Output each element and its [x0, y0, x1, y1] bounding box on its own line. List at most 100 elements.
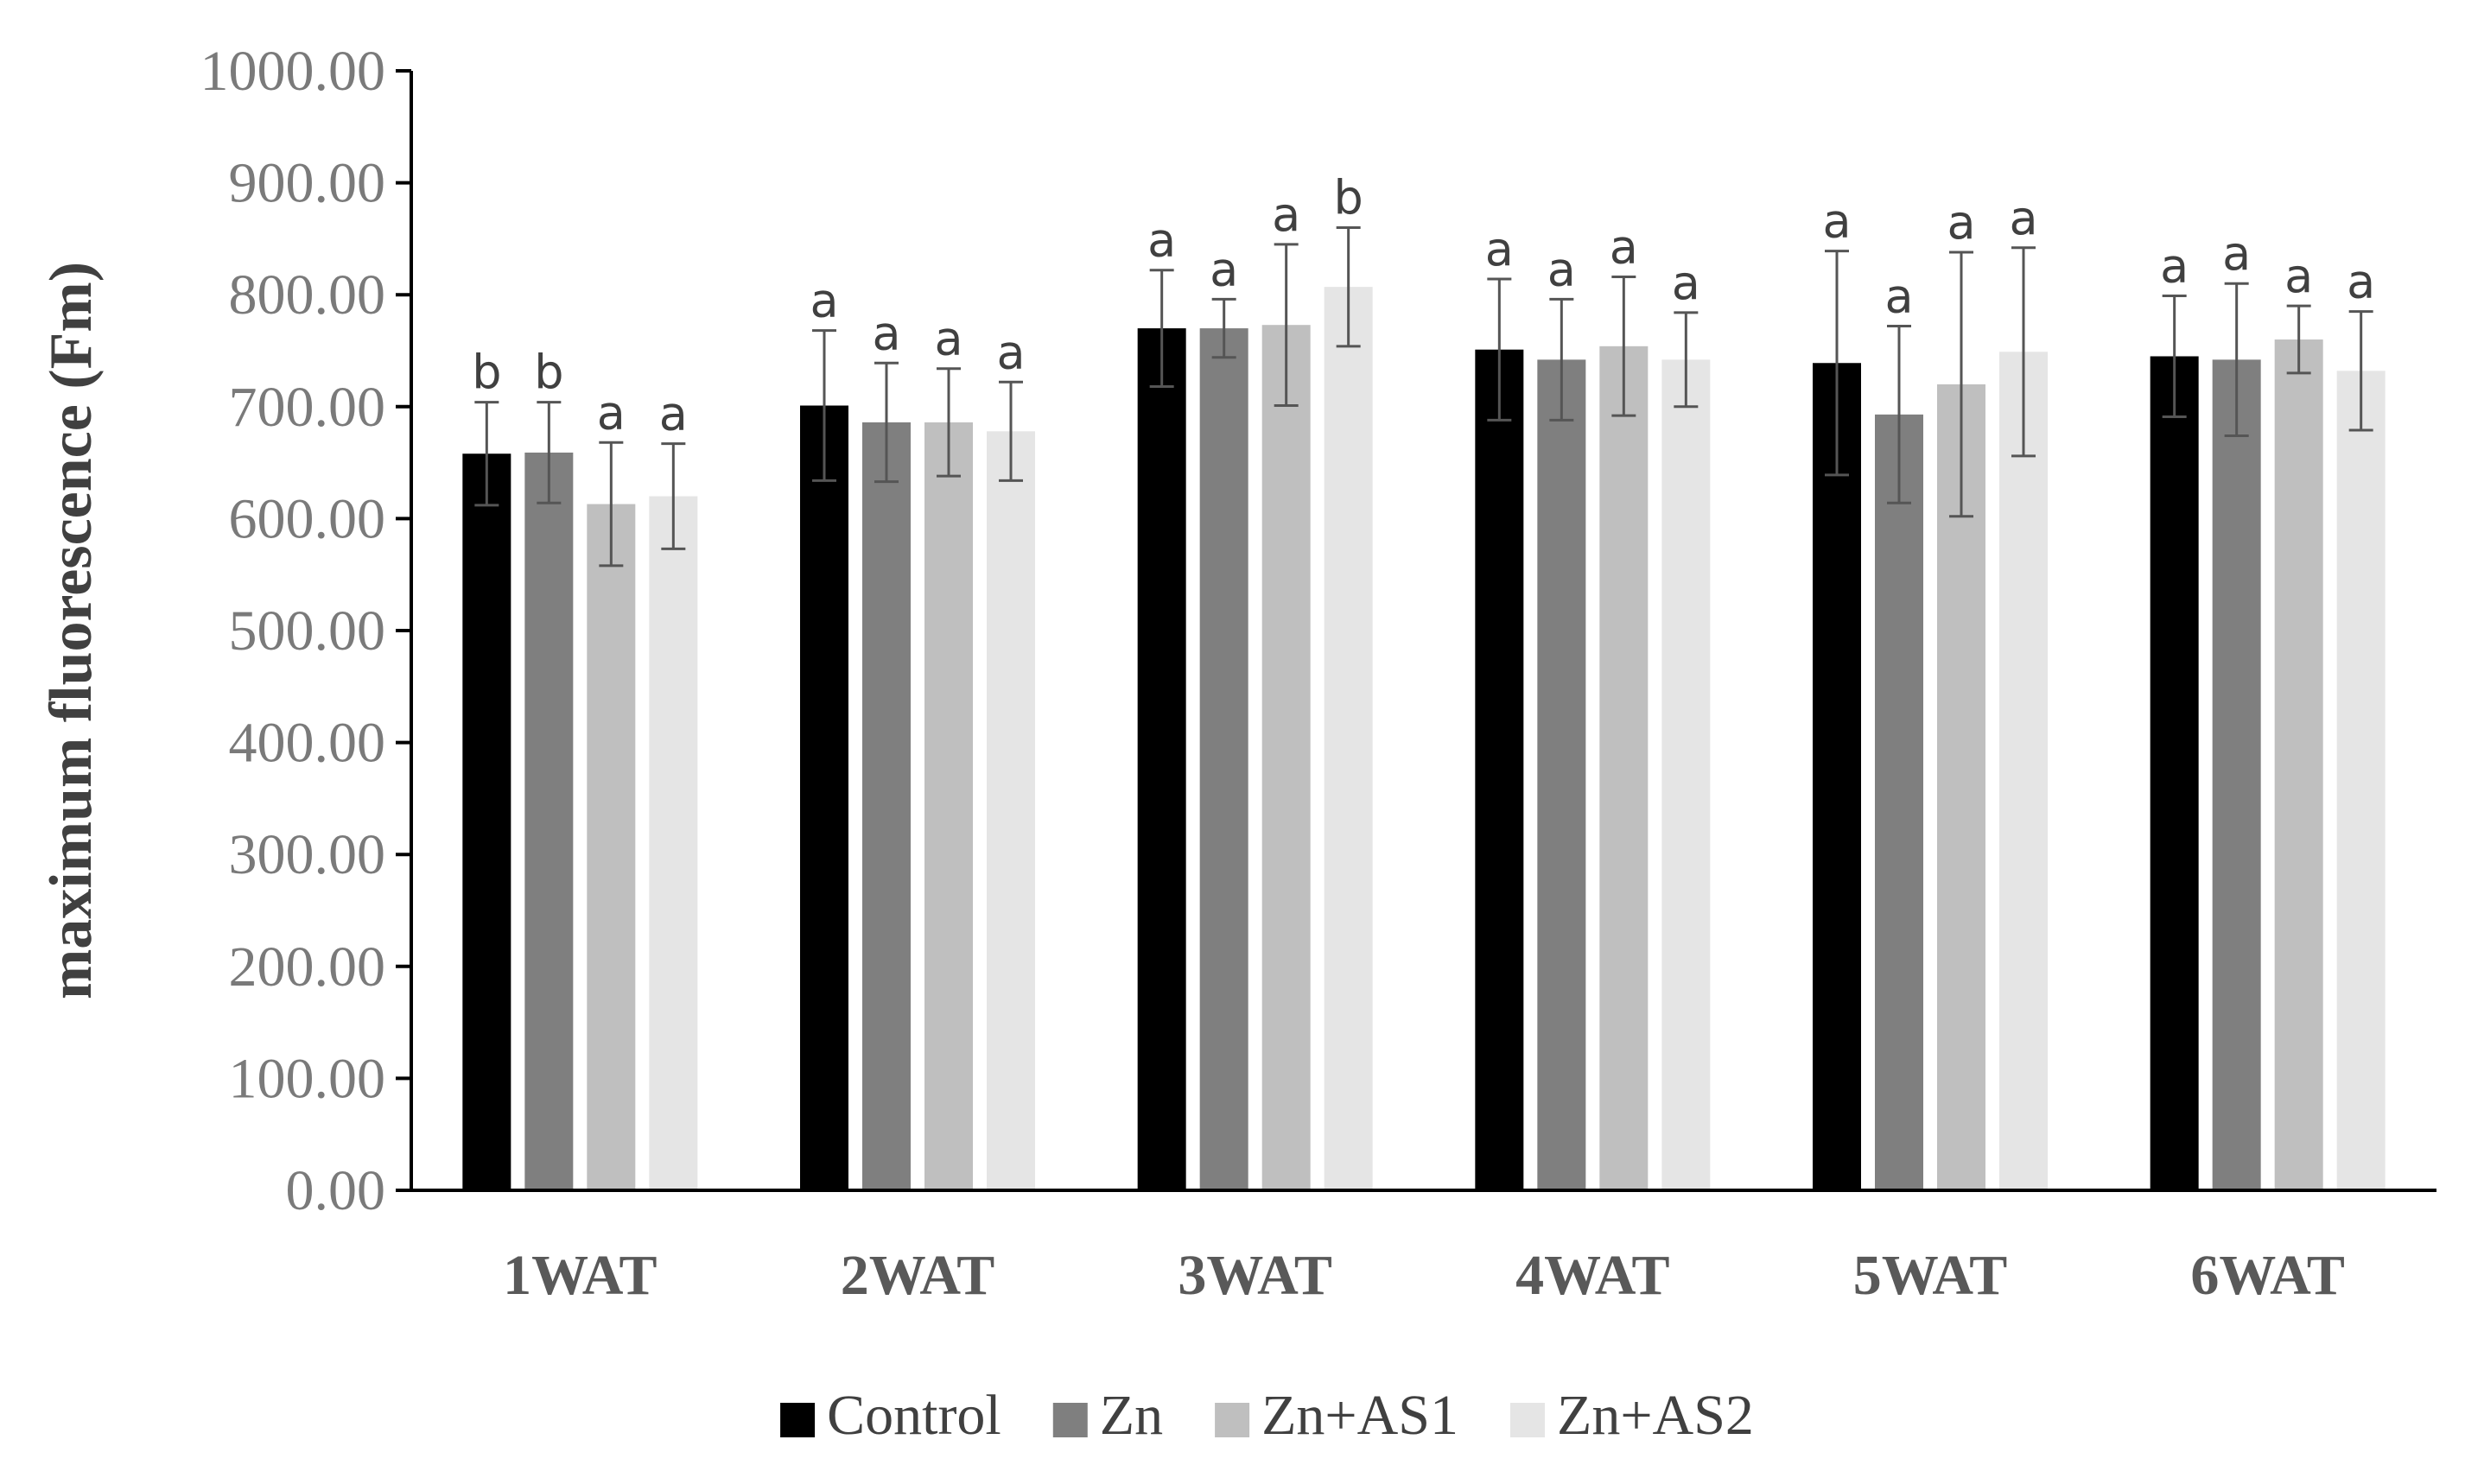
- x-tick-label: 6WAT: [2190, 1244, 2344, 1307]
- error-bar: [599, 441, 624, 568]
- error-bar: [1674, 311, 1699, 409]
- significance-letter: a: [872, 306, 900, 360]
- legend-swatch: [1215, 1403, 1250, 1437]
- error-bar: [661, 442, 686, 550]
- y-tick-label: 400.00: [229, 712, 386, 775]
- bar-zn-as2-2wat: [987, 431, 1035, 1190]
- y-tick-label: 800.00: [229, 263, 386, 327]
- error-bar: [1611, 275, 1636, 417]
- legend: Control Zn Zn+AS1 Zn+AS2: [780, 1384, 1754, 1447]
- legend-label: Zn+AS2: [1557, 1384, 1754, 1447]
- bar-control-2wat: [800, 405, 848, 1190]
- bar-zn-4wat: [1537, 359, 1586, 1190]
- y-tick-label: 1000.00: [200, 40, 386, 103]
- error-bar: [2224, 282, 2249, 437]
- bar-zn-2wat: [862, 422, 911, 1191]
- y-axis-label: maximum fluorescence (Fm): [38, 262, 105, 999]
- y-tick-label: 900.00: [229, 152, 386, 215]
- y-tick-label: 600.00: [229, 487, 386, 550]
- error-bar: [999, 380, 1023, 482]
- significance-letter: a: [810, 274, 838, 328]
- error-bar: [1336, 225, 1361, 348]
- error-bar: [1274, 243, 1299, 408]
- error-bar: [1825, 250, 1849, 477]
- bar-zn-as1-4wat: [1599, 346, 1649, 1190]
- significance-letter: a: [1610, 219, 1638, 274]
- y-tick-label: 100.00: [229, 1047, 386, 1110]
- error-bar: [537, 401, 562, 504]
- bar-zn-as1-5wat: [1937, 384, 1985, 1190]
- significance-letter: b: [1334, 170, 1363, 225]
- significance-letter: a: [996, 325, 1025, 379]
- y-tick-label: 300.00: [229, 823, 386, 886]
- significance-letter: a: [1272, 187, 1300, 242]
- legend-swatch: [1510, 1403, 1546, 1437]
- error-bar: [1487, 277, 1512, 422]
- bar-zn-as2-6wat: [2336, 371, 2386, 1190]
- bar-control-3wat: [1137, 328, 1186, 1191]
- bar-zn-as1-1wat: [587, 504, 636, 1190]
- bar-zn-1wat: [524, 452, 574, 1190]
- significance-letter: a: [934, 312, 962, 366]
- bar-zn-5wat: [1875, 414, 1923, 1190]
- legend-label: Control: [827, 1384, 1001, 1447]
- legend-item: Zn+AS2: [1510, 1384, 1754, 1447]
- x-tick-label: 4WAT: [1515, 1244, 1669, 1307]
- error-bar: [2286, 304, 2311, 375]
- legend-label: Zn: [1100, 1384, 1163, 1447]
- significance-letter: a: [1147, 213, 1176, 268]
- error-bar: [937, 367, 961, 478]
- significance-letter: a: [2284, 249, 2313, 303]
- legend-swatch: [780, 1403, 816, 1437]
- significance-letter: a: [2222, 226, 2251, 281]
- error-bar: [474, 401, 499, 507]
- x-tick-label: 1WAT: [503, 1244, 657, 1307]
- error-bar: [1549, 297, 1574, 422]
- legend-item: Control: [780, 1384, 1001, 1447]
- y-tick-label: 200.00: [229, 935, 386, 999]
- legend-item: Zn+AS1: [1215, 1384, 1458, 1447]
- significance-letter: a: [1485, 222, 1514, 276]
- error-bar: [2011, 246, 2036, 458]
- significance-letter: b: [472, 346, 501, 400]
- bar-zn-6wat: [2212, 359, 2261, 1190]
- error-bar: [812, 329, 836, 482]
- significance-letter: a: [1884, 269, 1913, 323]
- error-bar: [2162, 294, 2187, 418]
- bar-control-1wat: [462, 453, 511, 1190]
- error-bar: [2348, 310, 2373, 432]
- bar-zn-as2-1wat: [649, 496, 698, 1190]
- error-bar: [1949, 251, 1973, 518]
- significance-letter: a: [597, 385, 626, 440]
- significance-letter: a: [2347, 255, 2375, 309]
- y-tick-label: 0.00: [286, 1159, 386, 1222]
- bar-zn-3wat: [1199, 328, 1248, 1191]
- y-tick-label: 500.00: [229, 599, 386, 663]
- significance-letter: a: [1672, 256, 1700, 310]
- y-tick-label: 700.00: [229, 376, 386, 439]
- error-bar: [1211, 297, 1236, 359]
- significance-letter: a: [1547, 242, 1576, 296]
- significance-letter: b: [534, 346, 563, 400]
- bar-control-6wat: [2150, 356, 2199, 1191]
- x-tick-label: 5WAT: [1853, 1244, 2007, 1307]
- legend-item: Zn: [1052, 1384, 1163, 1447]
- error-bar: [1149, 269, 1174, 388]
- legend-label: Zn+AS1: [1261, 1384, 1458, 1447]
- x-tick-label: 3WAT: [1178, 1244, 1331, 1307]
- significance-letter: a: [1210, 242, 1238, 296]
- significance-letter: a: [1822, 194, 1851, 249]
- significance-letter: a: [1947, 195, 1975, 250]
- bar-zn-as1-2wat: [924, 422, 973, 1191]
- y-axis-ticks: 0.00 100.00 200.00 300.00 400.00 500.00 600.00…: [200, 40, 411, 1222]
- bar-zn-as1-3wat: [1261, 325, 1311, 1190]
- bar-zn-as1-6wat: [2274, 339, 2323, 1190]
- bar-zn-as2-3wat: [1324, 287, 1373, 1191]
- error-bar: [874, 361, 899, 484]
- significance-letter: a: [2009, 191, 2037, 245]
- bar-zn-as2-5wat: [1999, 352, 2048, 1190]
- legend-swatch: [1052, 1403, 1088, 1437]
- bar-control-4wat: [1475, 349, 1524, 1191]
